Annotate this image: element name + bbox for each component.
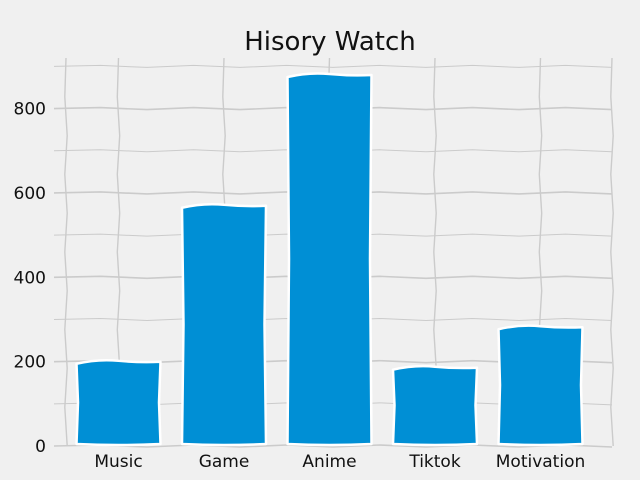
x-tick-label: Music [94, 452, 142, 472]
x-tick-label: Motivation [496, 452, 586, 472]
y-tick-label: 800 [14, 100, 46, 120]
y-tick-label: 0 [35, 437, 46, 457]
gridline-horizontal [53, 64, 613, 68]
bar-anime [286, 72, 373, 447]
y-tick-label: 200 [14, 353, 46, 373]
y-tick-label: 400 [14, 268, 46, 288]
x-axis-ticks: Music Game Anime Tiktok Motivation [94, 452, 585, 472]
bar-game [180, 202, 268, 447]
y-axis-ticks: 0 200 400 600 800 [14, 100, 46, 457]
chart-title: Hisory Watch [244, 27, 416, 57]
bar-motivation [497, 324, 584, 447]
gridline-vertical [610, 57, 614, 447]
bar-music [75, 358, 162, 447]
gridline-horizontal [53, 444, 613, 448]
bars-layer [75, 72, 584, 447]
x-tick-label: Game [199, 452, 250, 472]
bar-tiktok [391, 364, 479, 447]
x-tick-label: Tiktok [408, 452, 460, 472]
x-tick-label: Anime [302, 452, 356, 472]
y-tick-label: 600 [14, 184, 46, 204]
gridline-vertical [64, 57, 68, 447]
